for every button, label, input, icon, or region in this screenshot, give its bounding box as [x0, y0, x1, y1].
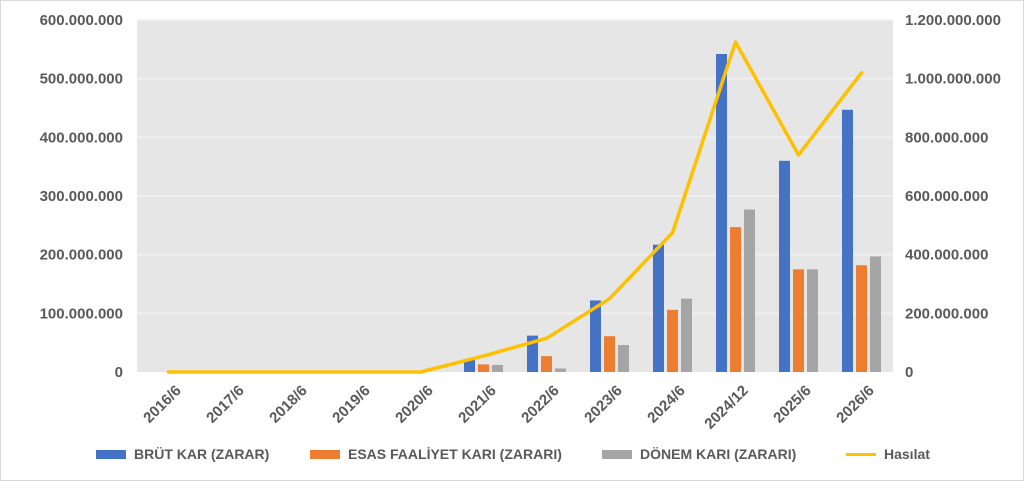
legend-label-donem-kari: DÖNEM KARI (ZARARI): [640, 446, 797, 462]
bar: [807, 269, 818, 372]
legend-swatch-esas-faaliyet: [310, 449, 340, 459]
legend: BRÜT KAR (ZARAR) ESAS FAALİYET KARI (ZAR…: [0, 440, 1024, 468]
bar: [653, 244, 664, 372]
bar: [716, 54, 727, 372]
left-y-tick-label: 0: [115, 364, 123, 381]
series-line: [166, 40, 864, 374]
right-y-tick-label: 1.200.000.000: [905, 12, 1001, 29]
left-y-tick-label: 200.000.000: [40, 247, 123, 264]
bar: [492, 364, 503, 372]
right-y-axis: 0 200.000.000 400.000.000 600.000.000 800.00…: [905, 12, 1001, 381]
left-y-tick-label: 300.000.000: [40, 188, 123, 205]
left-y-tick-label: 100.000.000: [40, 305, 123, 322]
line-layer: [166, 40, 864, 374]
legend-label-brut-kar: BRÜT KAR (ZARAR): [134, 446, 270, 462]
x-tick-label: 2023/6: [581, 382, 625, 426]
bar: [604, 336, 615, 372]
right-y-tick-label: 600.000.000: [905, 188, 988, 205]
bar: [681, 298, 692, 372]
bar: [478, 364, 489, 372]
bar: [527, 335, 538, 372]
right-y-tick-label: 800.000.000: [905, 129, 988, 146]
legend-label-esas-faaliyet: ESAS FAALİYET KARI (ZARARI): [348, 446, 562, 462]
left-y-tick-label: 500.000.000: [40, 71, 123, 88]
x-tick-label: 2018/6: [266, 382, 310, 426]
bar: [870, 256, 881, 372]
x-tick-label: 2016/6: [140, 382, 184, 426]
legend-item-esas-faaliyet: ESAS FAALİYET KARI (ZARARI): [310, 440, 562, 468]
x-tick-label: 2024/6: [644, 382, 688, 426]
left-y-tick-label: 400.000.000: [40, 129, 123, 146]
bar: [464, 359, 475, 372]
x-tick-label: 2017/6: [203, 382, 247, 426]
x-tick-label: 2022/6: [518, 382, 562, 426]
legend-item-hasilat: Hasılat: [846, 440, 930, 468]
right-y-tick-label: 1.000.000.000: [905, 71, 1001, 88]
bar: [793, 269, 804, 372]
bar: [730, 227, 741, 372]
x-tick-label: 2026/6: [833, 382, 877, 426]
x-tick-label: 2020/6: [392, 382, 436, 426]
right-y-tick-label: 200.000.000: [905, 305, 988, 322]
bars: [464, 54, 881, 372]
bar: [856, 265, 867, 372]
bar: [541, 356, 552, 372]
gridlines: [137, 19, 893, 315]
bar: [744, 209, 755, 372]
bar: [842, 109, 853, 372]
legend-swatch-brut-kar: [96, 449, 126, 459]
legend-swatch-donem-kari: [602, 449, 632, 459]
x-axis: 2016/6 2017/6 2018/6 2019/6 2020/6 2021/6 2022…: [140, 382, 877, 432]
legend-item-brut-kar: BRÜT KAR (ZARAR): [96, 440, 269, 468]
bar: [779, 160, 790, 372]
legend-item-donem-kari: DÖNEM KARI (ZARARI): [602, 440, 796, 468]
left-y-tick-label: 600.000.000: [40, 12, 123, 29]
right-y-tick-label: 400.000.000: [905, 247, 988, 264]
x-tick-label: 2025/6: [770, 382, 814, 426]
bar: [618, 345, 629, 372]
left-y-axis: 0 100.000.000 200.000.000 300.000.000 400.00…: [40, 12, 123, 381]
bar: [555, 368, 566, 372]
right-y-tick-label: 0: [905, 364, 913, 381]
x-tick-label: 2021/6: [455, 382, 499, 426]
legend-swatch-hasilat: [846, 452, 876, 456]
bar: [667, 309, 678, 372]
x-tick-label: 2019/6: [329, 382, 373, 426]
x-tick-label: 2024/12: [701, 382, 751, 432]
bar: [590, 300, 601, 372]
legend-label-hasilat: Hasılat: [884, 446, 930, 462]
